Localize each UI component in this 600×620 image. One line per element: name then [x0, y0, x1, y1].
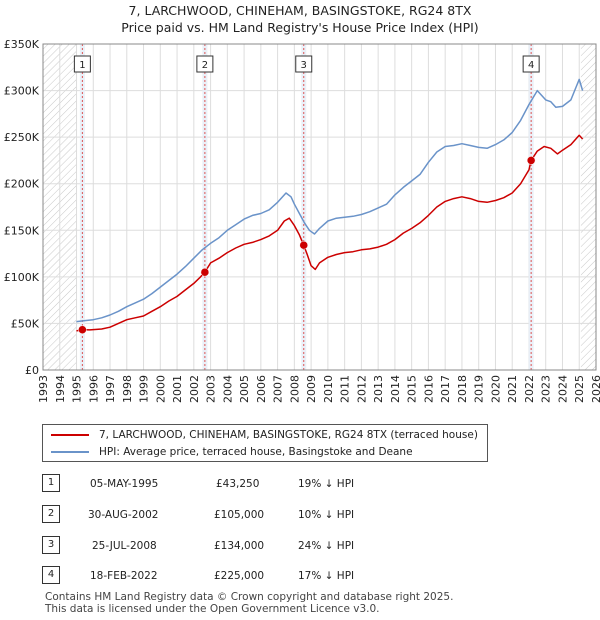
sale-badge-label: 3 [301, 60, 307, 71]
sale-badge [196, 55, 214, 73]
transaction-row: 3 25-JUL-2008 £134,000 24% ↓ HPI [42, 536, 462, 554]
x-tick-label: 2022 [523, 375, 536, 403]
transaction-price: £225,000 [214, 570, 265, 582]
legend-label-property: 7, LARCHWOOD, CHINEHAM, BASINGSTOKE, RG2… [99, 429, 478, 441]
x-tick-label: 2024 [556, 375, 569, 403]
y-tick-label: £100K [4, 271, 40, 284]
x-tick-label: 1998 [121, 375, 134, 403]
y-tick-label: £300K [4, 85, 40, 98]
x-tick-label: 2013 [372, 375, 385, 403]
transaction-hpi: 19% ↓ HPI [298, 478, 355, 490]
sale-band [301, 44, 307, 370]
legend-item-property: 7, LARCHWOOD, CHINEHAM, BASINGSTOKE, RG2… [51, 427, 478, 443]
price-chart: £0 £50K £100K £150K £200K £250K £300K £350K 1993… [4, 38, 600, 403]
x-tick-label: 2012 [355, 375, 368, 403]
transaction-row: 2 30-AUG-2002 £105,000 10% ↓ HPI [42, 505, 462, 523]
transaction-hpi: 10% ↓ HPI [298, 509, 355, 521]
transaction-badge: 2 [42, 505, 60, 523]
y-tick-label: £0 [25, 364, 39, 377]
x-tick-label: 2005 [238, 375, 251, 403]
x-tick-label: 2017 [439, 375, 452, 403]
x-tick-label: 2016 [422, 375, 435, 403]
sale-point [526, 156, 536, 165]
y-tick-label: £50K [11, 317, 40, 330]
sale-band [528, 44, 534, 370]
x-tick-label: 2006 [255, 375, 268, 403]
transaction-price: £134,000 [214, 540, 265, 552]
x-tick-label: 2019 [473, 375, 486, 403]
transaction-hpi: 24% ↓ HPI [298, 540, 355, 552]
x-tick-label: 1995 [71, 375, 84, 403]
x-tick-label: 2026 [590, 375, 600, 403]
transaction-price: £105,000 [214, 509, 265, 521]
transaction-row: 1 05-MAY-1995 £43,250 19% ↓ HPI [42, 474, 462, 492]
x-tick-label: 1996 [87, 375, 100, 403]
chart-subtitle: Price paid vs. HM Land Registry's House … [121, 20, 479, 35]
legend-item-hpi: HPI: Average price, terraced house, Basi… [51, 444, 413, 460]
transaction-row: 4 18-FEB-2022 £225,000 17% ↓ HPI [42, 566, 462, 584]
property-price-line [76, 134, 584, 332]
x-tick-label: 1999 [138, 375, 151, 403]
legend-swatch-property [51, 434, 89, 436]
legend-swatch-hpi [51, 451, 89, 453]
x-tick-label: 2008 [288, 375, 301, 403]
x-tick-label: 1994 [54, 375, 67, 403]
transaction-date: 25-JUL-2008 [92, 540, 157, 552]
transaction-hpi: 17% ↓ HPI [298, 570, 355, 582]
x-tick-label: 1997 [104, 375, 117, 403]
y-tick-label: £250K [4, 131, 40, 144]
plot-border [42, 43, 597, 371]
transaction-badge: 3 [42, 536, 60, 554]
transaction-date: 30-AUG-2002 [88, 509, 159, 521]
sale-point [200, 267, 210, 277]
x-tick-label: 2025 [573, 375, 586, 403]
sale-band [202, 44, 208, 370]
x-tick-label: 2018 [456, 375, 469, 403]
sale-band [79, 44, 85, 370]
legend-label-hpi: HPI: Average price, terraced house, Basi… [99, 446, 413, 458]
hatch-after [580, 44, 596, 370]
y-tick-label: £150K [4, 224, 40, 237]
x-tick-label: 2015 [406, 375, 419, 403]
x-tick-label: 2011 [339, 375, 352, 403]
hpi-line [76, 78, 584, 323]
transaction-price: £43,250 [216, 478, 260, 490]
sale-badge [73, 55, 91, 73]
x-tick-label: 2020 [489, 375, 502, 403]
sale-badge [295, 55, 313, 73]
x-tick-label: 2009 [305, 375, 318, 403]
chart-title: 7, LARCHWOOD, CHINEHAM, BASINGSTOKE, RG2… [128, 3, 472, 18]
sale-badge-label: 2 [202, 60, 208, 71]
x-tick-label: 2003 [205, 375, 218, 403]
sale-point [299, 240, 308, 250]
sale-badge-label: 4 [528, 60, 534, 71]
x-tick-label: 2000 [154, 375, 167, 403]
y-tick-label: £350K [4, 38, 40, 51]
x-tick-label: 2010 [322, 375, 335, 403]
x-tick-label: 2014 [389, 375, 402, 403]
transaction-badge: 4 [42, 566, 60, 584]
footer-licence: This data is licensed under the Open Gov… [45, 603, 380, 615]
transaction-date: 18-FEB-2022 [90, 570, 158, 582]
x-tick-label: 2007 [272, 375, 285, 403]
sale-badge [522, 55, 540, 73]
footer-copyright: Contains HM Land Registry data © Crown c… [45, 591, 454, 603]
x-tick-label: 2004 [221, 375, 234, 403]
plot-area [43, 44, 596, 370]
x-tick-label: 1993 [37, 375, 50, 403]
sale-badge-label: 1 [79, 60, 85, 71]
y-tick-label: £200K [4, 178, 40, 191]
x-tick-label: 2001 [171, 375, 184, 403]
chart-legend: 7, LARCHWOOD, CHINEHAM, BASINGSTOKE, RG2… [42, 424, 488, 462]
sale-point [78, 325, 87, 334]
x-tick-label: 2002 [188, 375, 201, 403]
x-tick-label: 2023 [540, 375, 553, 403]
x-tick-label: 2021 [506, 375, 519, 403]
transaction-date: 05-MAY-1995 [90, 478, 159, 490]
transaction-badge: 1 [42, 474, 60, 492]
